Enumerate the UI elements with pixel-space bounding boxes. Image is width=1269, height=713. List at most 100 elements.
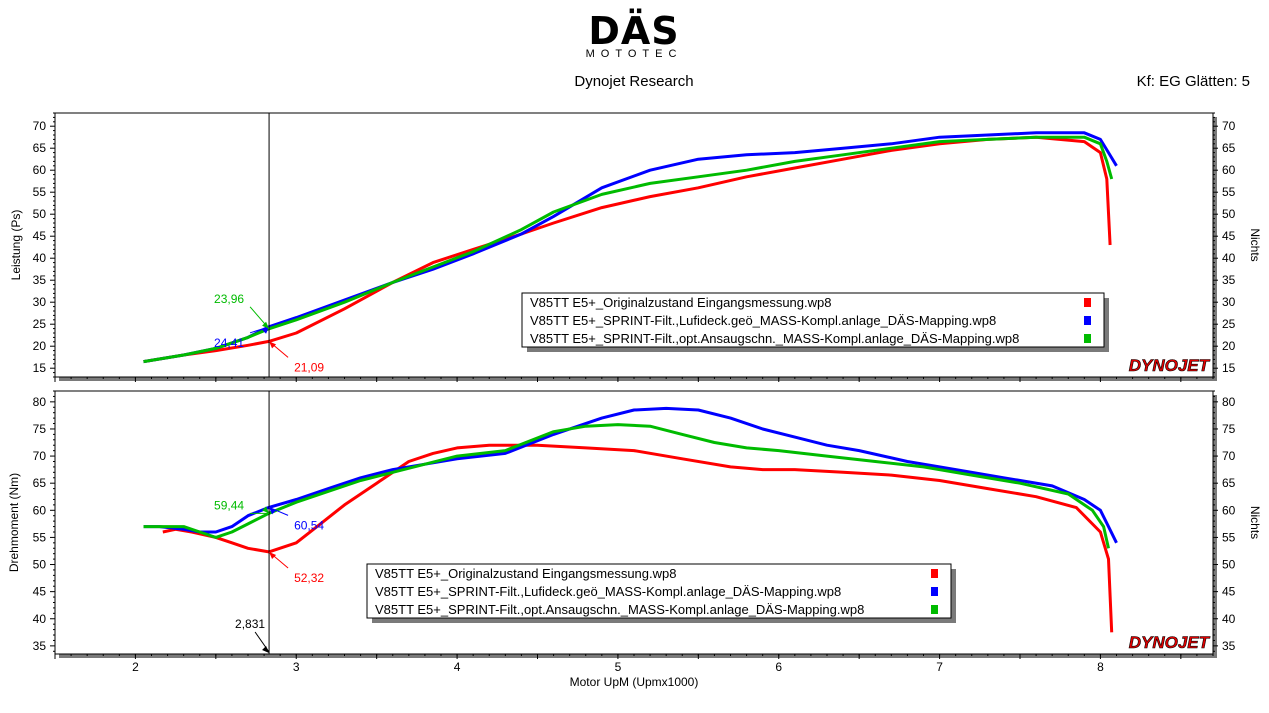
legend-swatch-2 (1084, 316, 1091, 325)
cursor-value-label: 60,54 (294, 518, 324, 532)
y-tick-label-right: 80 (1222, 395, 1236, 409)
cursor-value-label: 52,32 (294, 571, 324, 585)
y-tick-label-right: 30 (1222, 295, 1236, 309)
y-tick-label-right: 50 (1222, 558, 1236, 572)
y-tick-label-right: 65 (1222, 141, 1236, 155)
y-axis-label: Drehmoment (Nm) (7, 473, 21, 572)
series-line-3 (143, 135, 1114, 364)
y-tick-label-right: 40 (1222, 251, 1236, 265)
y-tick-label-right: 70 (1222, 119, 1236, 133)
y-axis-label-right: Nichts (1248, 228, 1262, 261)
y-tick-label-right: 15 (1222, 361, 1236, 375)
cursor-value-label: 59,44 (214, 498, 244, 512)
y-tick-label: 80 (33, 395, 47, 409)
logo-main: DÄS (588, 9, 679, 53)
y-tick-label-right: 35 (1222, 273, 1236, 287)
legend-box (366, 563, 952, 619)
cursor-value-label: 23,96 (214, 292, 244, 306)
x-tick-label: 6 (775, 660, 782, 674)
series-line-2 (143, 406, 1118, 544)
power-panel: 15 15 20 20 25 25 30 30 35 35 40 40 45 45 50 50 55 55 60 60… (9, 112, 1262, 382)
y-tick-label: 40 (33, 612, 47, 626)
y-tick-label: 45 (33, 585, 47, 599)
x-tick-label: 5 (615, 660, 622, 674)
cursor-pointer-2 (249, 326, 270, 334)
cursor-arrowhead (262, 326, 270, 334)
legend-entry: V85TT E5+_SPRINT-Filt.,Lufideck.geö_MASS… (375, 584, 841, 599)
y-tick-label: 70 (33, 119, 47, 133)
y-tick-label-right: 50 (1222, 207, 1236, 221)
cursor-arrowhead (262, 506, 270, 514)
y-tick-label: 35 (33, 273, 47, 287)
cursor-value-label: 24,41 (214, 336, 244, 350)
legend-entry: V85TT E5+_Originalzustand Eingangsmessun… (375, 566, 676, 581)
x-tick-label: 4 (454, 660, 461, 674)
y-tick-label: 15 (33, 361, 47, 375)
legend-box (521, 292, 1105, 348)
y-tick-label: 55 (33, 185, 47, 199)
cursor-arrowhead (269, 341, 277, 349)
y-tick-label: 30 (33, 295, 47, 309)
legend-entry: V85TT E5+_Originalzustand Eingangsmessun… (530, 295, 831, 310)
cursor-rpm-label: 2,831 (235, 617, 265, 631)
series-line-1 (162, 443, 1114, 633)
cursor-pointer-2 (268, 506, 289, 516)
x-tick-label: 7 (936, 660, 943, 674)
y-tick-label-right: 45 (1222, 229, 1236, 243)
series-line-3 (143, 423, 1110, 549)
y-tick-label: 60 (33, 163, 47, 177)
y-axis-label: Leistung (Ps) (9, 210, 23, 281)
legend-swatch-3 (931, 605, 938, 614)
y-tick-label: 60 (33, 503, 47, 517)
y-tick-label: 65 (33, 141, 47, 155)
chart-subtitle: Dynojet Research (574, 73, 693, 90)
y-tick-label: 65 (33, 476, 47, 490)
y-tick-label: 40 (33, 251, 47, 265)
y-tick-label: 20 (33, 339, 47, 353)
y-tick-label-right: 65 (1222, 476, 1236, 490)
y-tick-label-right: 70 (1222, 449, 1236, 463)
y-axis-label-right: Nichts (1248, 506, 1262, 539)
y-tick-label-right: 60 (1222, 503, 1236, 517)
dynojet-logo: DYNOJET (1129, 633, 1211, 652)
x-tick-label: 2 (132, 660, 139, 674)
y-tick-label-right: 25 (1222, 317, 1236, 331)
y-tick-label: 25 (33, 317, 47, 331)
y-tick-label-right: 20 (1222, 339, 1236, 353)
y-tick-label-right: 45 (1222, 585, 1236, 599)
legend-entry: V85TT E5+_SPRINT-Filt.,opt.Ansaugschn._M… (530, 331, 1019, 346)
y-tick-label-right: 35 (1222, 639, 1236, 653)
y-tick-label: 50 (33, 558, 47, 572)
y-tick-label: 50 (33, 207, 47, 221)
y-tick-label-right: 75 (1222, 422, 1236, 436)
cursor-rpm-arrowhead (262, 646, 270, 653)
legend-entry: V85TT E5+_SPRINT-Filt.,Lufideck.geö_MASS… (530, 313, 996, 328)
series-line-2 (143, 131, 1118, 364)
logo-sub: MOTOTEC (586, 48, 683, 60)
y-tick-label: 70 (33, 449, 47, 463)
smoothing-label: Kf: EG Glätten: 5 (1137, 73, 1250, 90)
y-tick-label: 75 (33, 422, 47, 436)
legend-entry: V85TT E5+_SPRINT-Filt.,opt.Ansaugschn._M… (375, 602, 864, 617)
x-axis-label: Motor UpM (Upmx1000) (570, 675, 699, 689)
y-tick-label-right: 55 (1222, 530, 1236, 544)
cursor-arrowhead (269, 551, 277, 559)
dynojet-logo: DYNOJET (1129, 356, 1211, 375)
x-tick-label: 8 (1097, 660, 1104, 674)
legend-swatch-3 (1084, 334, 1091, 343)
y-tick-label: 55 (33, 530, 47, 544)
legend-swatch-1 (931, 569, 938, 578)
y-tick-label: 35 (33, 639, 47, 653)
legend-swatch-1 (1084, 298, 1091, 307)
legend-swatch-2 (931, 587, 938, 596)
y-tick-label-right: 55 (1222, 185, 1236, 199)
cursor-arrowhead (269, 507, 277, 515)
y-tick-label: 45 (33, 229, 47, 243)
y-tick-label-right: 40 (1222, 612, 1236, 626)
y-tick-label-right: 60 (1222, 163, 1236, 177)
das-logo: DÄS MOTOTEC (586, 9, 683, 60)
x-tick-label: 3 (293, 660, 300, 674)
cursor-arrowhead (262, 321, 270, 329)
